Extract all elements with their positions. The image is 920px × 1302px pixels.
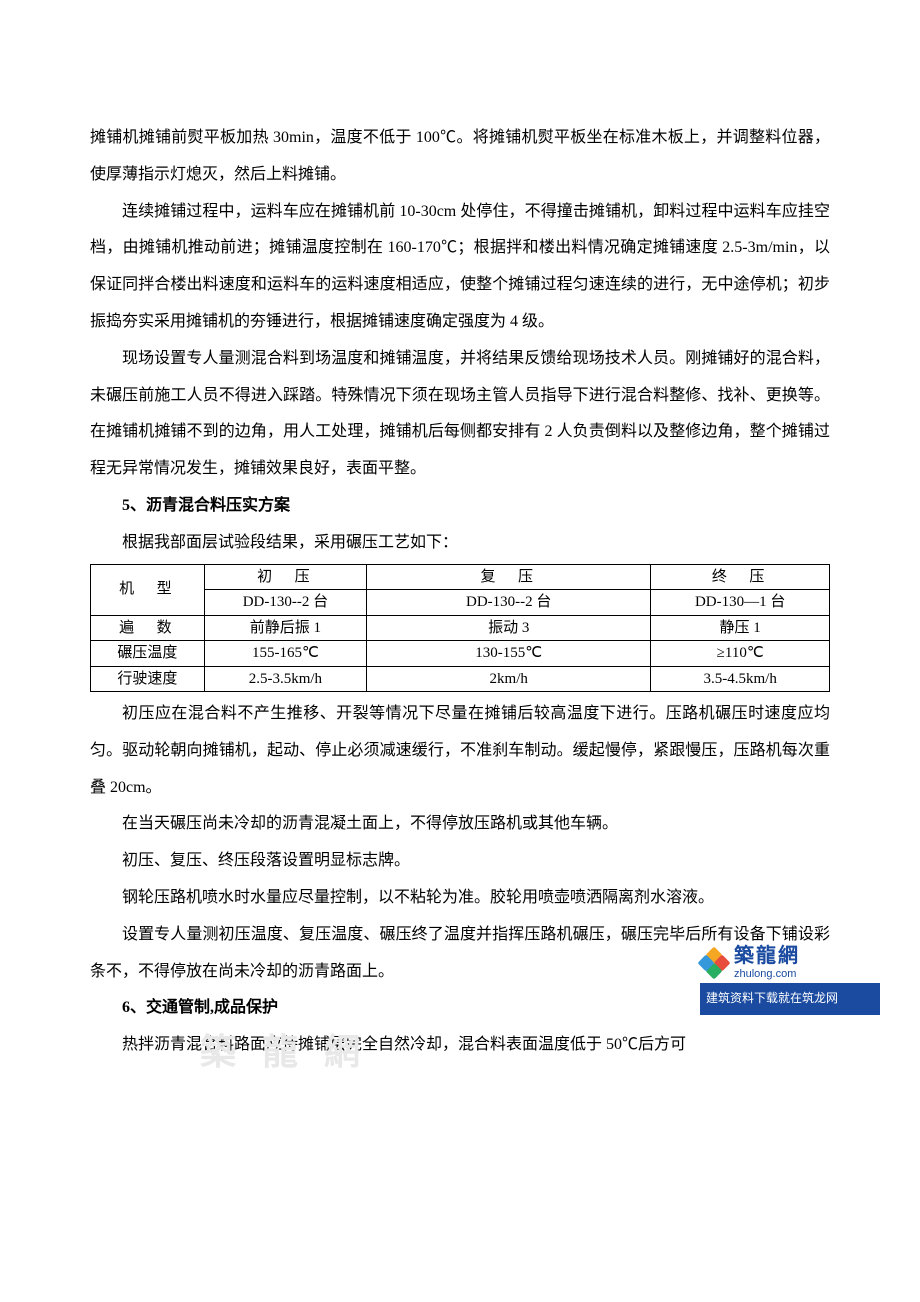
section5-intro: 根据我部面层试验段结果，采用碾压工艺如下： [90,525,830,562]
table-row-label: 行驶速度 [91,666,205,692]
table-header: 初压 [204,564,366,590]
table-row: 遍数 前静后振 1 振动 3 静压 1 [91,615,830,641]
table-cell: 振动 3 [367,615,651,641]
watermark-logo: 築龍網 zhulong.com 建筑资料下载就在筑龙网 [700,944,880,1004]
table-header: 终压 [651,564,830,590]
table-row-label: 遍数 [91,615,205,641]
paragraph-p6: 初压、复压、终压段落设置明显标志牌。 [90,843,830,880]
logo-banner: 建筑资料下载就在筑龙网 [700,983,880,1015]
table-cell: DD-130--2 台 [367,590,651,616]
table-cell: 2.5-3.5km/h [204,666,366,692]
paragraph-p5: 在当天碾压尚未冷却的沥青混凝土面上，不得停放压路机或其他车辆。 [90,806,830,843]
zhulong-flower-icon [700,949,728,977]
paragraph-p3: 现场设置专人量测混合料到场温度和摊铺温度，并将结果反馈给现场技术人员。刚摊铺好的… [90,341,830,488]
table-cell: 静压 1 [651,615,830,641]
logo-top-row: 築龍網 zhulong.com [700,944,880,981]
table-row-label: 碾压温度 [91,641,205,667]
table-row: 碾压温度 155-165℃ 130-155℃ ≥110℃ [91,641,830,667]
table-header: 复压 [367,564,651,590]
table-cell: DD-130--2 台 [204,590,366,616]
table-cell: 130-155℃ [367,641,651,667]
table-cell: 3.5-4.5km/h [651,666,830,692]
table-cell: 前静后振 1 [204,615,366,641]
paragraph-p2: 连续摊铺过程中，运料车应在摊铺机前 10-30cm 处停住，不得撞击摊铺机，卸料… [90,194,830,341]
logo-chinese: 築龍網 [734,944,800,968]
table-header-machine: 机型 [91,564,205,615]
logo-url: zhulong.com [734,968,800,981]
table-cell: ≥110℃ [651,641,830,667]
paragraph-p9: 热拌沥青混合料路面应待摊铺层完全自然冷却，混合料表面温度低于 50℃后方可 [90,1027,830,1064]
paragraph-p7: 钢轮压路机喷水时水量应尽量控制，以不粘轮为准。胶轮用喷壶喷洒隔离剂水溶液。 [90,880,830,917]
table-cell: DD-130—1 台 [651,590,830,616]
paragraph-p1: 摊铺机摊铺前熨平板加热 30min，温度不低于 100℃。将摊铺机熨平板坐在标准… [90,120,830,194]
table-cell: 2km/h [367,666,651,692]
paragraph-p4: 初压应在混合料不产生推移、开裂等情况下尽量在摊铺后较高温度下进行。压路机碾压时速… [90,696,830,806]
table-row: 机型 初压 复压 终压 [91,564,830,590]
table-cell: 155-165℃ [204,641,366,667]
compaction-table: 机型 初压 复压 终压 DD-130--2 台 DD-130--2 台 DD-1… [90,564,830,693]
logo-text-block: 築龍網 zhulong.com [734,944,800,981]
table-row: 行驶速度 2.5-3.5km/h 2km/h 3.5-4.5km/h [91,666,830,692]
section5-title: 5、沥青混合料压实方案 [90,488,830,525]
